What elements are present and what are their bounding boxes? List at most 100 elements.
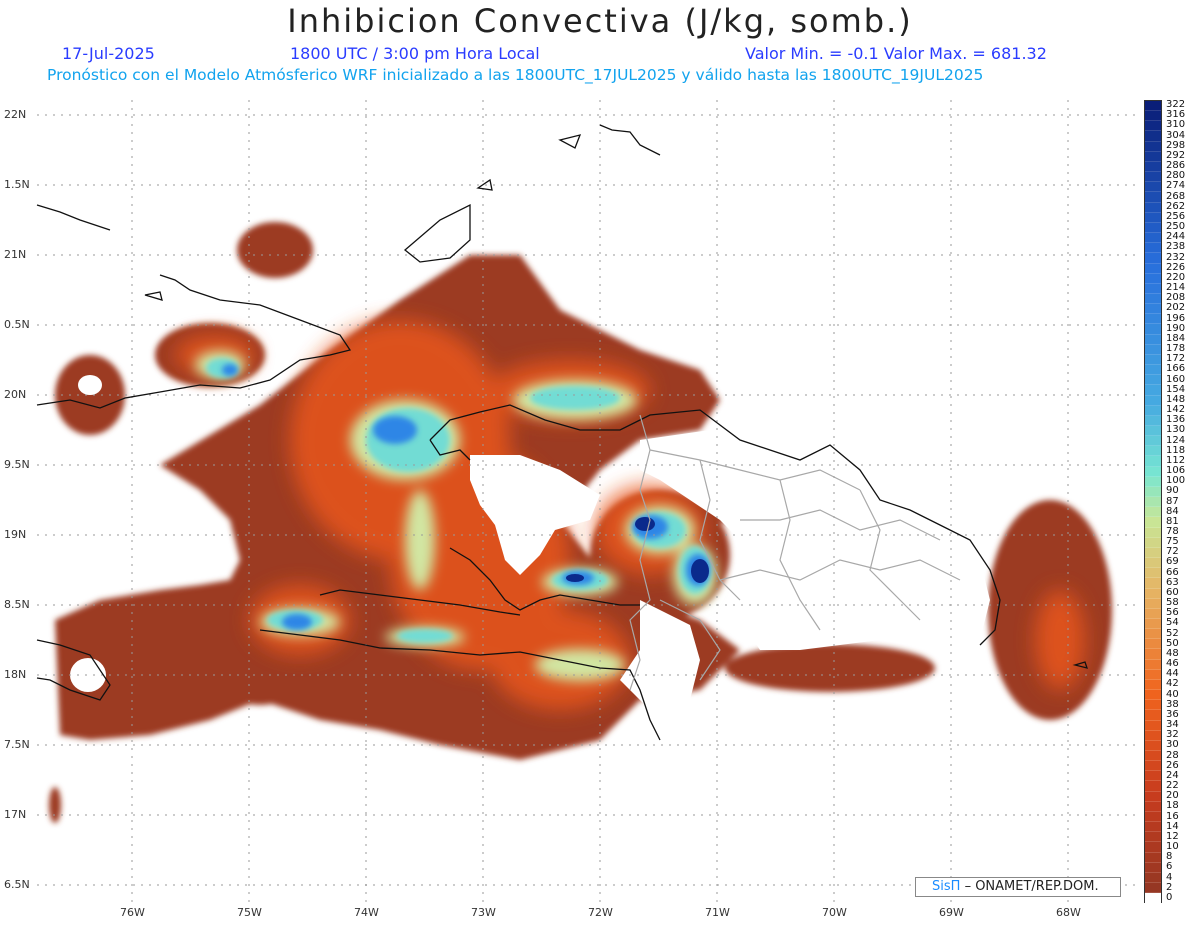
colorbar-tick-label: 136 xyxy=(1166,414,1186,426)
colorbar-tick-label: 30 xyxy=(1166,739,1179,751)
colorbar-tick-label: 72 xyxy=(1166,546,1179,558)
colorbar-tick-label: 10 xyxy=(1166,841,1179,853)
colorbar-tick-label: 280 xyxy=(1166,170,1186,182)
colorbar-tick-label: 148 xyxy=(1166,393,1186,405)
colorbar-tick-label: 24 xyxy=(1166,769,1179,781)
colorbar-tick-label: 6 xyxy=(1166,861,1173,873)
colorbar-tick-label: 244 xyxy=(1166,231,1186,243)
colorbar-tick-label: 16 xyxy=(1166,810,1179,822)
colorbar-tick-label: 54 xyxy=(1166,617,1179,629)
colorbar-tick-label: 316 xyxy=(1166,109,1186,121)
colorbar-tick-label: 154 xyxy=(1166,383,1186,395)
colorbar xyxy=(1144,100,1162,904)
colorbar-tick-label: 274 xyxy=(1166,180,1186,192)
colorbar-tick-label: 60 xyxy=(1166,586,1179,598)
colorbar-tick-label: 20 xyxy=(1166,790,1179,802)
colorbar-tick-label: 310 xyxy=(1166,119,1186,131)
colorbar-tick-label: 56 xyxy=(1166,607,1179,619)
colorbar-tick-label: 250 xyxy=(1166,221,1186,233)
lat-label: 22N xyxy=(4,108,27,121)
colorbar-tick-label: 26 xyxy=(1166,759,1179,771)
colorbar-tick-label: 238 xyxy=(1166,241,1186,253)
colorbar-tick-label: 172 xyxy=(1166,353,1186,365)
colorbar-tick-label: 28 xyxy=(1166,749,1179,761)
colorbar-tick-label: 63 xyxy=(1166,576,1179,588)
lat-label: 9.5N xyxy=(4,458,30,471)
colorbar-tick-label: 87 xyxy=(1166,495,1179,507)
colorbar-tick-label: 220 xyxy=(1166,271,1186,283)
lat-label: 6.5N xyxy=(4,878,30,891)
colorbar-tick-label: 0 xyxy=(1166,891,1173,903)
lat-label: 19N xyxy=(4,528,27,541)
colorbar-tick-label: 262 xyxy=(1166,200,1186,212)
colorbar-tick-label: 18 xyxy=(1166,800,1179,812)
forecast-date: 17-Jul-2025 xyxy=(62,44,155,63)
colorbar-tick-label: 42 xyxy=(1166,678,1179,690)
colorbar-tick-label: 81 xyxy=(1166,515,1179,527)
colorbar-tick-label: 178 xyxy=(1166,343,1186,355)
colorbar-tick-label: 112 xyxy=(1166,454,1186,466)
colorbar-tick-label: 12 xyxy=(1166,830,1179,842)
colorbar-tick-label: 34 xyxy=(1166,719,1179,731)
colorbar-tick-label: 256 xyxy=(1166,210,1186,222)
map-title: Inhibicion Convectiva (J/kg, somb.) xyxy=(287,2,913,40)
lat-label: 21N xyxy=(4,248,27,261)
credit-text: – ONAMET/REP.DOM. xyxy=(964,879,1099,894)
colorbar-tick-label: 84 xyxy=(1166,505,1179,517)
colorbar-tick-label: 322 xyxy=(1166,99,1186,111)
lon-label: 76W xyxy=(120,906,145,919)
lat-label: 8.5N xyxy=(4,598,30,611)
colorbar-tick-label: 214 xyxy=(1166,282,1186,294)
province-borders xyxy=(629,414,961,691)
colorbar-tick-label: 58 xyxy=(1166,597,1179,609)
colorbar-tick-label: 22 xyxy=(1166,780,1179,792)
colorbar-tick-label: 142 xyxy=(1166,404,1186,416)
colorbar-tick-label: 202 xyxy=(1166,302,1186,314)
colorbar-tick-label: 184 xyxy=(1166,332,1186,344)
coastlines xyxy=(36,124,1088,741)
lon-label: 69W xyxy=(939,906,964,919)
colorbar-tick-label: 268 xyxy=(1166,190,1186,202)
colorbar-tick-label: 44 xyxy=(1166,668,1179,680)
colorbar-tick-label: 106 xyxy=(1166,465,1186,476)
colorbar-tick-label: 286 xyxy=(1166,160,1186,172)
colorbar-tick-label: 8 xyxy=(1166,851,1173,863)
colorbar-tick-label: 118 xyxy=(1166,444,1186,456)
colorbar-tick-label: 69 xyxy=(1166,556,1179,568)
lat-label: 0.5N xyxy=(4,318,30,331)
colorbar-tick-label: 2 xyxy=(1166,881,1173,893)
colorbar-tick-label: 78 xyxy=(1166,525,1179,537)
colorbar-tick-label: 66 xyxy=(1166,566,1179,578)
colorbar-tick-label: 32 xyxy=(1166,729,1179,741)
colorbar-tick-label: 36 xyxy=(1166,708,1179,720)
colorbar-tick-label: 208 xyxy=(1166,292,1186,304)
lon-label: 74W xyxy=(354,906,379,919)
lon-label: 75W xyxy=(237,906,262,919)
lat-label: 18N xyxy=(4,668,27,681)
colorbar-tick-label: 124 xyxy=(1166,434,1186,446)
colorbar-tick-label: 38 xyxy=(1166,698,1179,710)
cin-shading xyxy=(49,222,1112,823)
min-max-values: Valor Min. = -0.1 Valor Max. = 681.32 xyxy=(745,44,1047,63)
graticule xyxy=(37,100,1135,903)
colorbar-tick-label: 160 xyxy=(1166,373,1186,385)
credit-box: SisΠ – ONAMET/REP.DOM. xyxy=(915,877,1121,897)
brand-logo: SisΠ xyxy=(932,879,961,894)
colorbar-tick-label: 226 xyxy=(1166,261,1186,273)
lat-label: 1.5N xyxy=(4,178,30,191)
colorbar-tick-label: 232 xyxy=(1166,251,1186,263)
forecast-time: 1800 UTC / 3:00 pm Hora Local xyxy=(290,44,540,63)
colorbar-tick-label: 50 xyxy=(1166,637,1179,649)
colorbar-tick-label: 130 xyxy=(1166,424,1186,436)
lon-label: 73W xyxy=(471,906,496,919)
lat-label: 20N xyxy=(4,388,27,401)
lon-label: 72W xyxy=(588,906,613,919)
colorbar-tick-label: 46 xyxy=(1166,658,1179,670)
colorbar-tick-label: 292 xyxy=(1166,149,1186,161)
colorbar-tick-label: 40 xyxy=(1166,688,1179,700)
colorbar-tick-label: 304 xyxy=(1166,129,1186,141)
colorbar-tick-label: 166 xyxy=(1166,363,1186,375)
colorbar-tick-label: 48 xyxy=(1166,647,1179,659)
colorbar-tick-label: 298 xyxy=(1166,139,1186,151)
